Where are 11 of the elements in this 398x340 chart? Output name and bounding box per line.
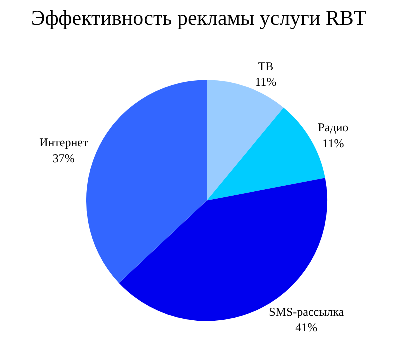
slice-label: Интернет bbox=[40, 136, 89, 150]
slice-label: Радио bbox=[318, 120, 349, 135]
slice-label: SMS-рассылка bbox=[269, 305, 345, 320]
data-label: 41% bbox=[296, 320, 318, 335]
data-label: 11% bbox=[255, 75, 277, 90]
pie-slice bbox=[207, 80, 284, 201]
data-label: 37% bbox=[52, 151, 75, 166]
data-label: 11% bbox=[322, 136, 344, 150]
pie-slice bbox=[86, 80, 207, 284]
slice-label: ТВ bbox=[258, 59, 274, 74]
chart-title: Эффективность рекламы услуги RBT bbox=[31, 6, 367, 30]
